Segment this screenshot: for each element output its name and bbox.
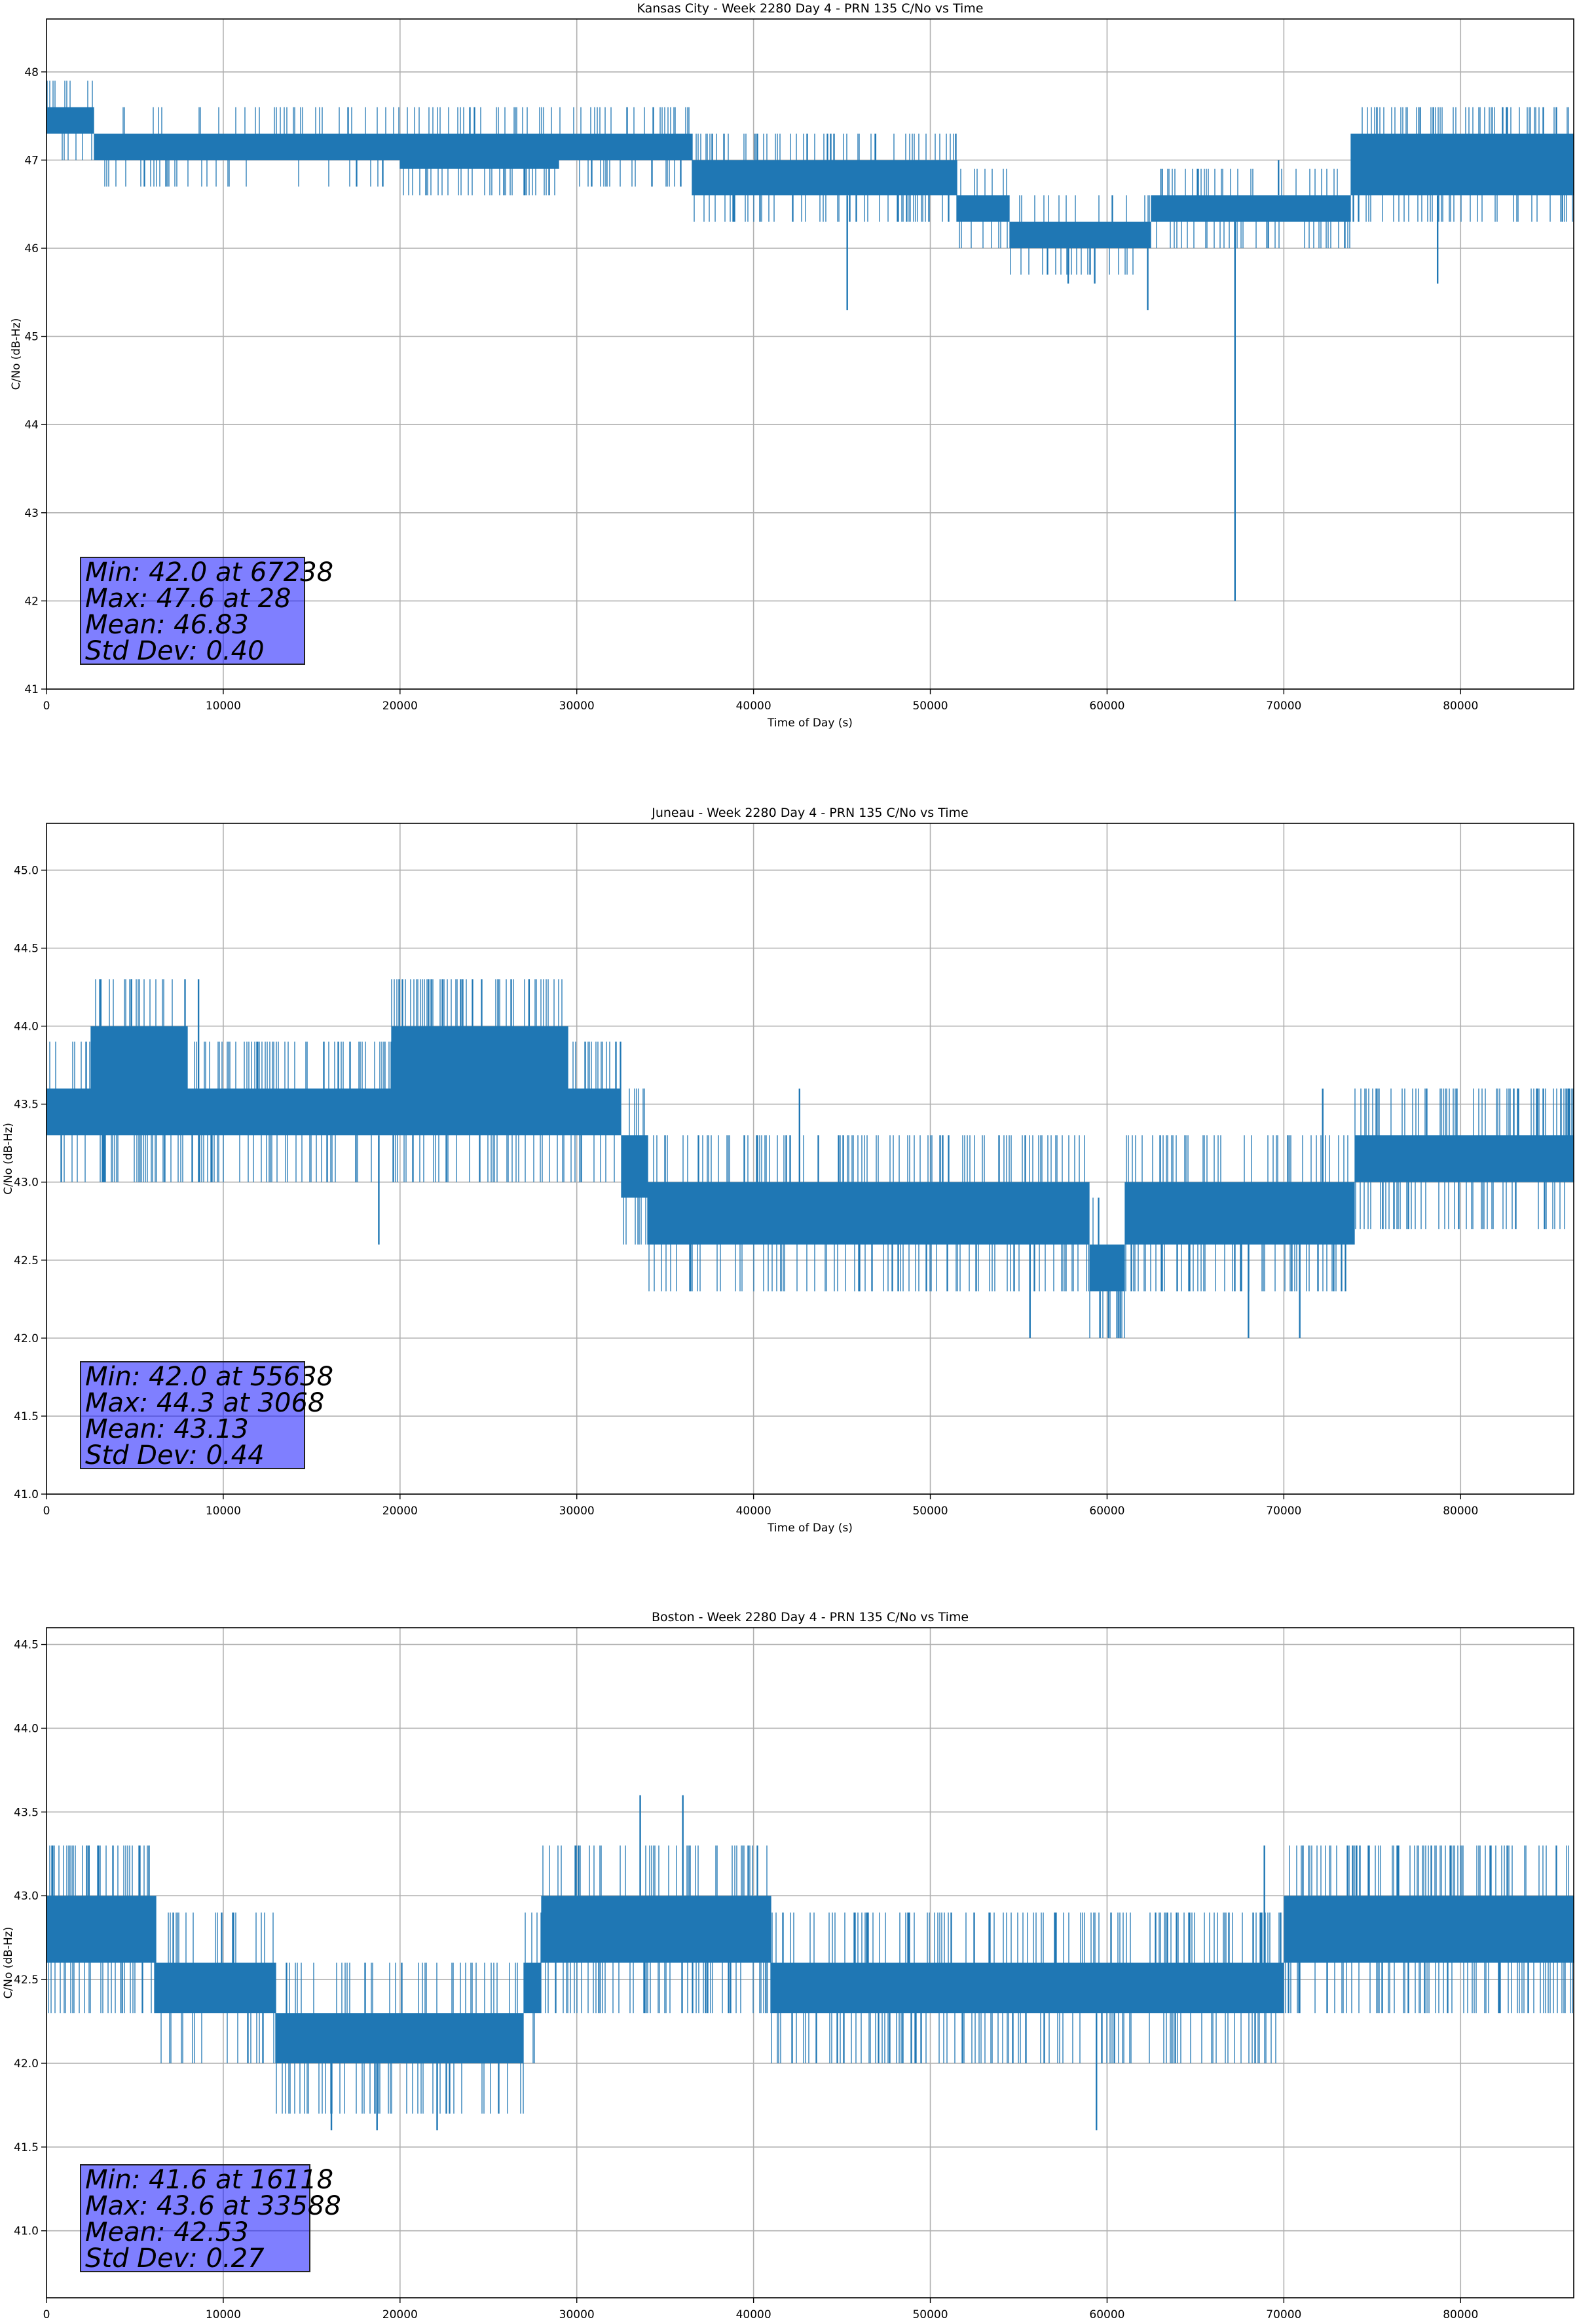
y-tick-label: 41.5 [14, 1410, 39, 1423]
y-tick-label: 43.5 [14, 1098, 39, 1112]
stats-min: Min: 41.6 at 16118 [85, 2165, 334, 2195]
stats-mean: Mean: 42.53 [85, 2217, 249, 2247]
x-tick-label: 80000 [1443, 700, 1478, 713]
x-tick-label: 60000 [1089, 700, 1124, 713]
y-tick-label: 43.0 [14, 1890, 39, 1903]
chart-title: Boston - Week 2280 Day 4 - PRN 135 C/No … [652, 1610, 969, 1624]
x-tick-label: 50000 [912, 1505, 948, 1518]
y-tick-label: 41.0 [14, 1488, 39, 1501]
chart-title: Juneau - Week 2280 Day 4 - PRN 135 C/No … [651, 806, 969, 820]
stats-std: Std Dev: 0.27 [85, 2243, 265, 2274]
y-axis-label: C/No (dB-Hz) [2, 1123, 15, 1195]
y-tick-label: 42.0 [14, 2057, 39, 2071]
y-tick-label: 47 [24, 154, 39, 167]
x-axis-label: Time of Day (s) [767, 717, 853, 730]
x-tick-label: 70000 [1266, 2308, 1301, 2321]
x-tick-label: 0 [43, 1505, 50, 1518]
stats-box-kansas-city: Min: 42.0 at 67238 Max: 47.6 at 28 Mean:… [80, 557, 334, 666]
x-tick-label: 60000 [1089, 2308, 1124, 2321]
x-tick-label: 0 [43, 2308, 50, 2321]
stats-min: Min: 42.0 at 67238 [85, 557, 334, 588]
y-tick-label: 48 [24, 66, 39, 79]
y-tick-label: 43 [24, 507, 39, 520]
stats-mean: Mean: 43.13 [85, 1414, 249, 1444]
x-tick-label: 10000 [206, 1505, 241, 1518]
x-tick-label: 20000 [382, 1505, 418, 1518]
y-tick-label: 43.0 [14, 1176, 39, 1190]
stats-min: Min: 42.0 at 55638 [85, 1362, 334, 1392]
stats-box-juneau: Min: 42.0 at 55638 Max: 44.3 at 3068 Mea… [80, 1361, 334, 1471]
x-tick-label: 20000 [382, 2308, 418, 2321]
chart-panel-2: 0 10000 20000 30000 40000 50000 60000 70000 8000… [2, 1610, 1574, 2321]
y-tick-label: 41.5 [14, 2141, 39, 2154]
y-tick-label: 41.0 [14, 2225, 39, 2238]
y-tick-label: 42.5 [14, 1254, 39, 1267]
chart-panel-0: 0 10000 20000 30000 40000 50000 60000 70000 8000… [10, 1, 1574, 730]
axes-frame [46, 1627, 1574, 2298]
axes-frame [46, 18, 1574, 690]
x-tick-label: 40000 [736, 700, 771, 713]
x-tick-label: 20000 [382, 700, 418, 713]
y-tick-label: 43.5 [14, 1806, 39, 1819]
y-axis-label: C/No (dB-Hz) [2, 1927, 15, 1999]
y-tick-label: 44.0 [14, 1722, 39, 1735]
y-axis-label: C/No (dB-Hz) [10, 318, 23, 390]
x-tick-label: 60000 [1089, 1505, 1124, 1518]
stats-std: Std Dev: 0.44 [85, 1440, 265, 1471]
x-tick-label: 80000 [1443, 2308, 1478, 2321]
cno-series [46, 81, 1574, 275]
x-tick-label: 40000 [736, 1505, 771, 1518]
stats-std: Std Dev: 0.40 [85, 636, 265, 666]
y-tick-label: 46 [24, 242, 39, 255]
x-tick-label: 50000 [912, 700, 948, 713]
x-tick-label: 0 [43, 700, 50, 713]
x-tick-label: 50000 [912, 2308, 948, 2321]
stats-mean: Mean: 46.83 [85, 610, 249, 640]
chart-panel-1: 0 10000 20000 30000 40000 50000 60000 70000 8000… [2, 806, 1574, 1535]
chart-title: Kansas City - Week 2280 Day 4 - PRN 135 … [637, 1, 984, 16]
axes-frame [46, 823, 1574, 1495]
x-tick-label: 30000 [559, 2308, 595, 2321]
y-tick-label: 42 [24, 595, 39, 608]
y-tick-label: 44.5 [14, 1639, 39, 1652]
x-axis-label: Time of Day (s) [767, 1522, 853, 1535]
x-tick-label: 40000 [736, 2308, 771, 2321]
cno-series [46, 979, 1574, 1338]
y-tick-label: 42.0 [14, 1332, 39, 1345]
y-tick-label: 45 [24, 331, 39, 344]
x-tick-label: 10000 [206, 700, 241, 713]
x-tick-label: 30000 [559, 1505, 595, 1518]
stats-box-boston: Min: 41.6 at 16118 Max: 43.6 at 33588 Me… [80, 2164, 341, 2274]
y-tick-label: 44 [24, 419, 39, 432]
stats-max: Max: 44.3 at 3068 [85, 1388, 325, 1418]
x-tick-label: 80000 [1443, 1505, 1478, 1518]
stats-max: Max: 47.6 at 28 [85, 584, 291, 614]
y-tick-label: 44.5 [14, 943, 39, 956]
y-tick-label: 41 [24, 683, 39, 696]
x-tick-label: 30000 [559, 700, 595, 713]
x-tick-label: 70000 [1266, 700, 1301, 713]
stats-max: Max: 43.6 at 33588 [85, 2191, 341, 2221]
y-tick-label: 45.0 [14, 864, 39, 877]
x-tick-label: 10000 [206, 2308, 241, 2321]
x-tick-label: 70000 [1266, 1505, 1301, 1518]
y-tick-label: 42.5 [14, 1974, 39, 1987]
y-tick-label: 44.0 [14, 1021, 39, 1034]
